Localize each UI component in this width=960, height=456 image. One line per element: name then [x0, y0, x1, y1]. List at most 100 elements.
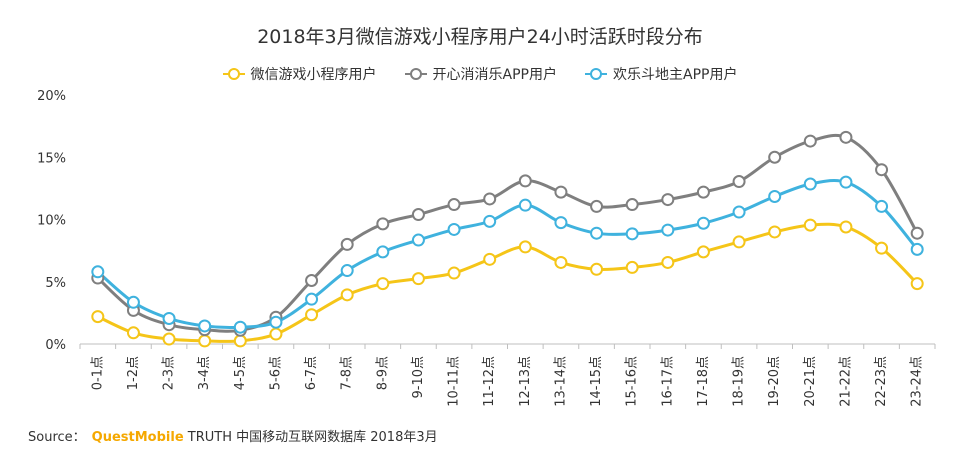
series-2-point [910, 242, 924, 256]
series-0-point [590, 262, 604, 276]
x-tick-label: 2-3点 [162, 356, 177, 390]
series-0-point [305, 308, 319, 322]
series-2-point [198, 319, 212, 333]
source-label: Source： [28, 430, 86, 445]
series-2-point [447, 222, 461, 236]
series-1-point [447, 198, 461, 212]
series-2-point [875, 199, 889, 213]
series-0-point [162, 332, 176, 346]
legend-label-xiaoxiaole: 开心消消乐APP用户 [432, 67, 557, 83]
series-0-point [126, 326, 140, 340]
legend-item-doudizhu: 欢乐斗地主APP用户 [585, 64, 737, 84]
x-tick-label: 17-18点 [696, 356, 711, 407]
series-0-point [91, 310, 105, 324]
x-tick-label: 14-15点 [589, 356, 604, 407]
series-1-point [875, 163, 889, 177]
series-2-point [91, 265, 105, 279]
x-tick-label: 11-12点 [482, 356, 497, 407]
series-0-point [198, 334, 212, 348]
legend-label-wechat: 微信游戏小程序用户 [250, 67, 377, 83]
series-1-point [483, 192, 497, 206]
x-tick-label: 1-2点 [126, 356, 141, 390]
series-0-point [696, 245, 710, 259]
chart-title: 2018年3月微信游戏小程序用户24小时活跃时段分布 [257, 26, 703, 48]
legend-swatch-xiaoxiaole [404, 68, 427, 80]
series-2-point [732, 205, 746, 219]
x-tick-label: 9-10点 [411, 356, 426, 399]
series-1-point [768, 150, 782, 164]
series-2-point [305, 292, 319, 306]
legend-item-xiaoxiaole: 开心消消乐APP用户 [404, 64, 557, 84]
series-2-point [340, 264, 354, 278]
y-tick-label: 10% [37, 214, 66, 229]
series-2-point [518, 198, 532, 212]
series-1-point [376, 217, 390, 231]
legend: 微信游戏小程序用户 开心消消乐APP用户 欢乐斗地主APP用户 [0, 64, 960, 84]
series-1-point [696, 185, 710, 199]
x-tick-label: 16-17点 [660, 356, 675, 407]
x-tick-label: 18-19点 [732, 356, 747, 407]
legend-item-wechat: 微信游戏小程序用户 [222, 64, 377, 84]
source-brand: QuestMobile [91, 430, 184, 445]
series-2-point [625, 227, 639, 241]
series-1-point [803, 134, 817, 148]
series-0-point [233, 334, 247, 348]
series-0-point [269, 327, 283, 341]
legend-swatch-wechat [222, 68, 245, 80]
y-tick-label: 0% [45, 338, 66, 353]
series-0-point [803, 218, 817, 232]
series-2-point [162, 311, 176, 325]
series-1-point [305, 274, 319, 288]
x-tick-label: 6-7点 [304, 356, 319, 390]
series-2-point [768, 189, 782, 203]
legend-label-doudizhu: 欢乐斗地主APP用户 [613, 67, 738, 83]
x-tick-label: 22-23点 [874, 356, 889, 407]
y-tick-label: 5% [45, 276, 66, 291]
series-line-0 [97, 222, 919, 343]
series-1-point [590, 199, 604, 213]
series-0-point [661, 255, 675, 269]
series-1-point [625, 198, 639, 212]
series-2-point [661, 223, 675, 237]
series-0-point [910, 277, 924, 291]
source-note: Source： QuestMobile TRUTH 中国移动互联网数据库 2018… [28, 426, 438, 445]
series-0-point [839, 220, 853, 234]
x-tick-label: 21-22点 [838, 356, 853, 407]
y-tick-label: 20% [37, 89, 66, 104]
series-1-point [910, 226, 924, 240]
series-1-point [839, 130, 853, 144]
series-2-point [590, 226, 604, 240]
series-2-point [376, 245, 390, 259]
x-tick-label: 8-9点 [375, 356, 390, 390]
series-1-point [340, 237, 354, 251]
series-0-point [732, 235, 746, 249]
source-text: TRUTH 中国移动互联网数据库 2018年3月 [187, 430, 438, 445]
series-2-point [233, 320, 247, 334]
x-tick-label: 0-1点 [90, 356, 105, 390]
series-0-point [518, 240, 532, 254]
x-tick-label: 5-6点 [268, 356, 283, 390]
series-line-1 [96, 133, 919, 333]
series-0-point [340, 288, 354, 302]
series-0-point [875, 241, 889, 255]
series-0-point [554, 255, 568, 269]
series-1-point [411, 208, 425, 222]
series-2-point [269, 315, 283, 329]
series-2-point [126, 295, 140, 309]
series-0-point [483, 252, 497, 266]
series-0-point [411, 272, 425, 286]
series-0-point [768, 225, 782, 239]
series-1-point [732, 175, 746, 189]
series-0-point [376, 277, 390, 291]
series-1-point [554, 185, 568, 199]
series-line-2 [96, 178, 919, 329]
series-0-point [625, 260, 639, 274]
series-2-point [696, 216, 710, 230]
series-0-point [447, 266, 461, 280]
series-1-point [518, 174, 532, 188]
series-2-point [483, 214, 497, 228]
series-2-point [554, 216, 568, 230]
x-tick-label: 15-16点 [625, 356, 640, 407]
